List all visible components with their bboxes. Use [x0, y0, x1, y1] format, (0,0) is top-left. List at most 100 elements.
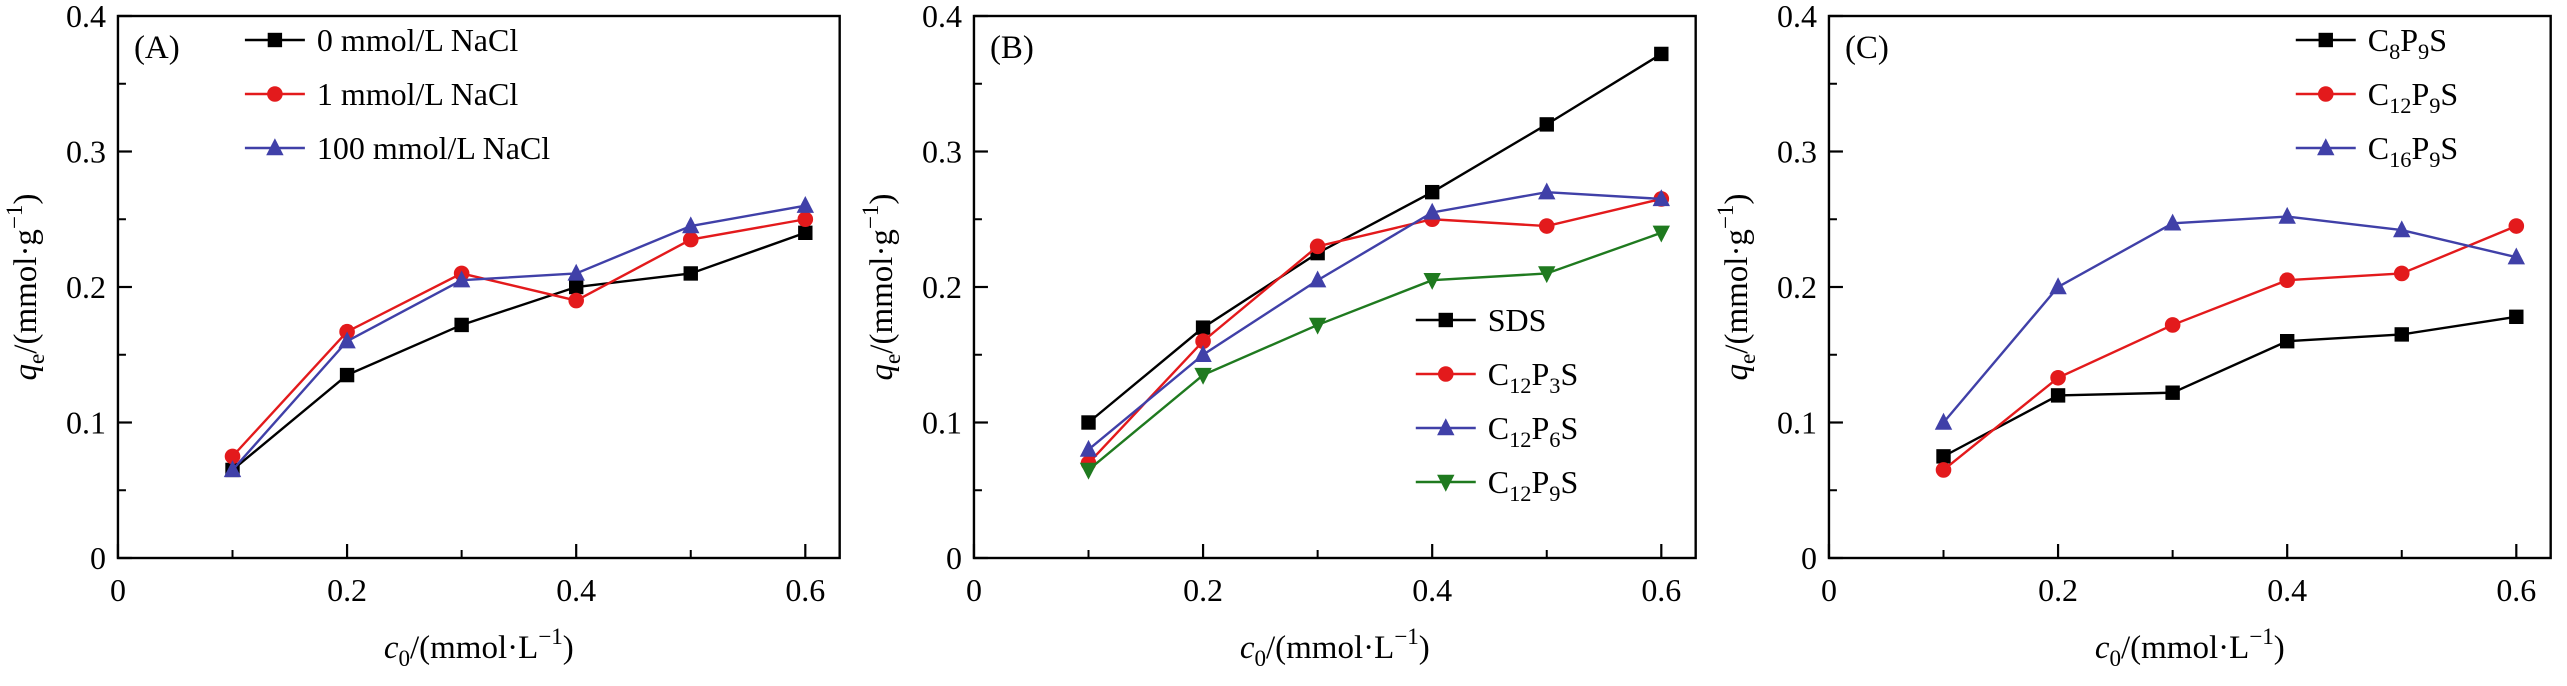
- triangle-up-marker: [452, 270, 471, 288]
- circle-marker: [1936, 462, 1952, 478]
- legend: 0 mmol/L NaCl 1 mmol/L NaCl 100 mmol/L NaC…: [244, 22, 550, 166]
- series-0: [1080, 46, 1669, 430]
- x-axis: 0 0.2 0.4 0.6 c0/(mmol·L−1): [110, 544, 825, 671]
- x-tick-label: 0: [110, 572, 126, 608]
- y-tick-label: 0.4: [66, 0, 106, 34]
- panel-label: (A): [134, 30, 180, 66]
- y-tick-label: 0.4: [1777, 0, 1817, 34]
- triangle-up-marker: [2507, 247, 2526, 265]
- y-tick-label: 0.1: [1777, 404, 1817, 440]
- triangle-up-marker: [1423, 202, 1441, 220]
- y-axis: 0 0.1 0.2 0.3 0.4 qe/(mmol·g−1): [857, 0, 988, 576]
- triangle-down-marker: [1436, 474, 1455, 492]
- circle-marker: [1194, 333, 1211, 350]
- x-tick-label: 0.2: [327, 572, 367, 608]
- series-line: [1087, 190, 1662, 451]
- series-line: [231, 218, 806, 458]
- triangle-up-marker: [2393, 220, 2411, 238]
- series-0: [1936, 309, 2524, 464]
- triangle-up-marker: [2278, 206, 2297, 224]
- triangle-up-marker: [1194, 345, 1212, 362]
- x-tick-label: 0.2: [2038, 572, 2078, 608]
- x-tick-label: 0.4: [556, 572, 596, 608]
- x-tick-label: 0: [1821, 572, 1837, 608]
- y-tick-label: 0.1: [922, 404, 962, 440]
- square-marker: [2165, 385, 2181, 400]
- y-axis: 0 0.1 0.2 0.3 0.4 qe/(mmol·g−1): [1, 0, 132, 576]
- x-tick-label: 0.4: [2268, 572, 2308, 608]
- legend-item-label: C12P6S: [1487, 410, 1577, 452]
- circle-marker: [682, 231, 699, 248]
- series-line: [1087, 52, 1662, 424]
- series-2: [223, 196, 815, 478]
- series-1: [1936, 218, 2525, 478]
- legend-item-label: C8P9S: [2368, 22, 2447, 64]
- x-axis-title: c0/(mmol·L−1): [384, 623, 574, 671]
- legend-item-label: 100 mmol/L NaCl: [317, 130, 550, 166]
- y-tick-label: 0.3: [922, 133, 962, 169]
- plot-frame: [972, 14, 1697, 560]
- square-marker: [454, 317, 469, 333]
- x-tick-label: 0.4: [1412, 572, 1452, 608]
- square-marker: [1080, 415, 1096, 430]
- circle-marker: [2508, 218, 2525, 234]
- legend: C8P9S C12P9S C16P9S: [2296, 22, 2459, 172]
- triangle-up-marker: [266, 138, 284, 156]
- triangle-up-marker: [796, 196, 815, 213]
- y-tick-label: 0.2: [66, 269, 106, 305]
- series-line: [1087, 197, 1662, 464]
- series-line: [1942, 215, 2517, 424]
- series-2: [1079, 182, 1670, 457]
- panel-label: (B): [990, 30, 1034, 66]
- chart-panel-b: 0 0.2 0.4 0.6 c0/(mmol·L−1) 0 0.1 0.2 0.3 0.4 qe/(…: [857, 0, 1697, 671]
- square-marker: [1438, 312, 1453, 328]
- series-line: [231, 231, 806, 471]
- triangle-up-marker: [1537, 182, 1556, 200]
- x-axis-title: c0/(mmol·L−1): [1240, 623, 1430, 671]
- square-marker: [1653, 46, 1669, 62]
- series-1: [224, 211, 814, 465]
- square-marker: [2509, 309, 2524, 325]
- circle-marker: [267, 86, 283, 102]
- legend-item-label: 0 mmol/L NaCl: [317, 22, 518, 58]
- chart-panel-a: 0 0.2 0.4 0.6 c0/(mmol·L−1) 0 0.1 0.2 0.3 0.4 qe/(…: [1, 0, 841, 671]
- x-axis: 0 0.2 0.4 0.6 c0/(mmol·L−1): [1821, 544, 2537, 671]
- triangle-down-marker: [1308, 317, 1327, 335]
- triangle-up-marker: [1935, 412, 1953, 430]
- triangle-up-marker: [223, 460, 242, 478]
- series-3: [1079, 225, 1670, 480]
- x-tick-label: 0.6: [1641, 572, 1681, 608]
- x-tick-label: 0.6: [2497, 572, 2537, 608]
- x-tick-label: 0.6: [785, 572, 825, 608]
- triangle-up-marker: [1308, 270, 1327, 288]
- triangle-down-marker: [1537, 266, 1556, 284]
- square-marker: [1936, 449, 1952, 464]
- circle-marker: [1309, 238, 1326, 255]
- square-marker: [2318, 32, 2334, 48]
- circle-marker: [2279, 272, 2296, 289]
- circle-marker: [1437, 366, 1454, 382]
- y-tick-label: 0: [90, 540, 106, 576]
- triangle-up-marker: [1652, 189, 1670, 207]
- chart-panel-c: 0 0.2 0.4 0.6 c0/(mmol·L−1) 0 0.1 0.2 0.3 0.4 qe/(…: [1712, 0, 2553, 671]
- triangle-down-marker: [1079, 462, 1097, 480]
- y-tick-label: 0.3: [1777, 133, 1817, 169]
- legend: SDS C12P3S C12P6S C12P9S: [1415, 302, 1578, 506]
- x-axis-title: c0/(mmol·L−1): [2095, 623, 2285, 671]
- square-marker: [798, 225, 813, 240]
- triangle-up-marker: [2049, 277, 2068, 295]
- y-axis-title: qe/(mmol·g−1): [857, 194, 905, 381]
- square-marker: [339, 367, 355, 383]
- triangle-up-marker: [567, 263, 585, 281]
- x-tick-label: 0: [966, 572, 982, 608]
- square-marker: [1424, 184, 1440, 200]
- circle-marker: [224, 448, 241, 465]
- square-marker: [683, 266, 698, 281]
- legend-item-label: 1 mmol/L NaCl: [317, 76, 518, 112]
- square-marker: [1539, 117, 1554, 132]
- legend-item-label: C12P9S: [1487, 464, 1577, 506]
- y-tick-label: 0.2: [922, 269, 962, 305]
- circle-marker: [1538, 218, 1555, 234]
- series-1: [1080, 191, 1669, 471]
